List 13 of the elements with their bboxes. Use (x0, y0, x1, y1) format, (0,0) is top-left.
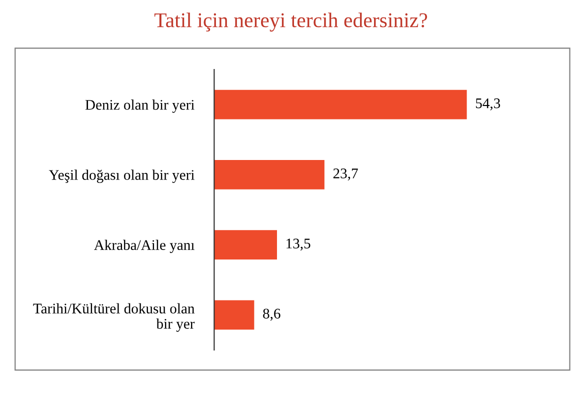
bar (214, 90, 467, 120)
y-tick-label: Akraba/Aile yanı (94, 240, 194, 254)
data-label: 13,5 (286, 238, 310, 251)
y-tick-label: Deniz olan bir yeri (85, 100, 194, 113)
chart-title: Tatil için nereyi tercih edersiniz? (154, 12, 428, 32)
data-label: 23,7 (333, 168, 358, 180)
y-tick-label: Yeşil doğası olan bir yeri (48, 170, 194, 183)
data-label: 8,6 (263, 308, 280, 321)
y-tick-label: Tarihi/Kültürel dokusu olan bir yer (33, 303, 195, 332)
bar (214, 230, 277, 260)
bar (214, 300, 254, 330)
data-label: 54,3 (476, 98, 500, 110)
bar (214, 160, 324, 190)
